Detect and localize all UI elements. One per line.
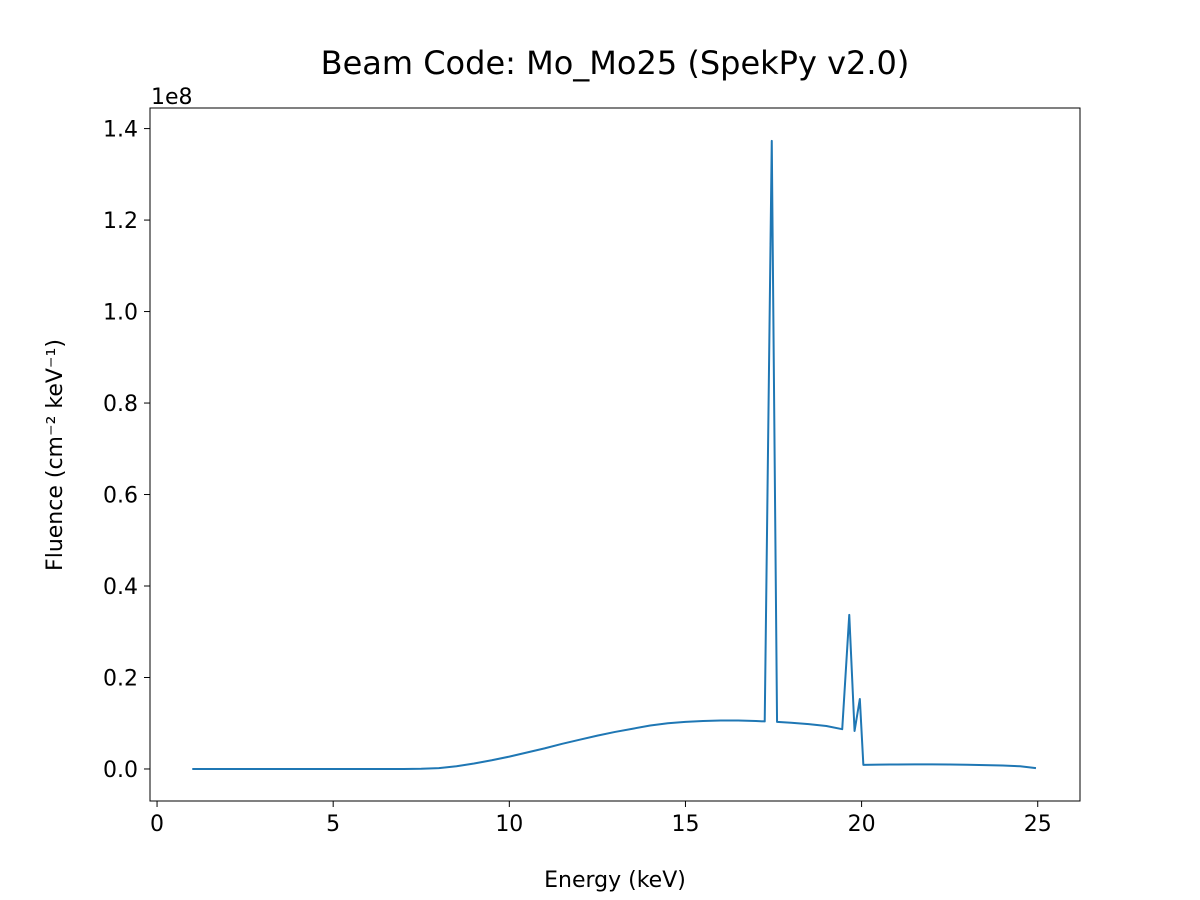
x-tick-label: 25 bbox=[1024, 812, 1052, 837]
y-tick-label: 1.4 bbox=[103, 118, 138, 143]
x-tick-label: 0 bbox=[150, 812, 164, 837]
y-tick-label: 1.0 bbox=[103, 301, 138, 326]
x-tick-label: 5 bbox=[326, 812, 340, 837]
plot-frame bbox=[149, 107, 1081, 802]
y-axis: 0.0 0.2 0.4 0.6 0.8 1.0 1.2 1.4 bbox=[103, 118, 150, 783]
y-tick-label: 1.2 bbox=[103, 209, 138, 234]
y-tick-label: 0.4 bbox=[103, 575, 138, 600]
plot-area bbox=[192, 139, 1037, 770]
y-tick-label: 0.0 bbox=[103, 758, 138, 783]
y-tick-label: 0.8 bbox=[103, 392, 138, 417]
x-axis: 0 5 10 15 20 25 bbox=[150, 801, 1052, 837]
x-axis-label: Energy (keV) bbox=[544, 868, 686, 893]
y-offset-label: 1e8 bbox=[151, 85, 193, 110]
x-tick-label: 10 bbox=[495, 812, 523, 837]
series-line-0 bbox=[192, 139, 1037, 770]
y-axis-label: Fluence (cm⁻² keV⁻¹) bbox=[43, 339, 68, 571]
chart-title: Beam Code: Mo_Mo25 (SpekPy v2.0) bbox=[321, 44, 910, 82]
x-tick-label: 20 bbox=[848, 812, 876, 837]
y-tick-label: 0.6 bbox=[103, 484, 138, 509]
y-tick-label: 0.2 bbox=[103, 666, 138, 691]
x-tick-label: 15 bbox=[671, 812, 699, 837]
